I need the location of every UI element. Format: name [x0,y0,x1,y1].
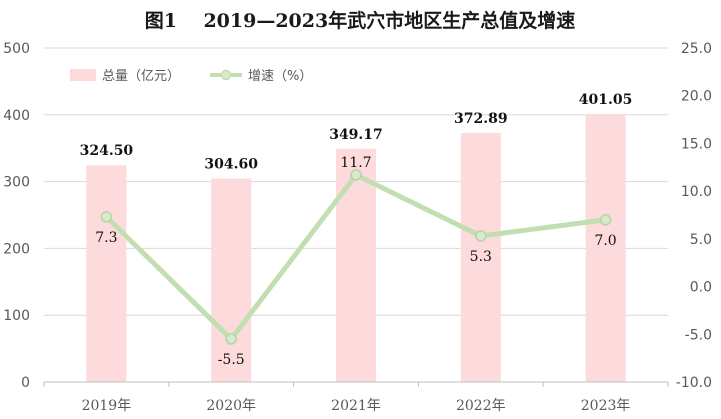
y-right-tick-label: -10.0 [676,375,712,391]
y-right-tick-label: 5.0 [690,232,712,248]
bar [336,148,376,382]
data-labels: 324.50 304.60 349.17 372.89 401.05 7.3 -5.5 11.… [80,92,633,368]
y-left-tick-label: 500 [3,41,30,57]
bar [585,114,626,382]
chart-title: 图1 2019—2023年武穴市地区生产总值及增速 [145,9,575,32]
legend-bar-swatch [70,69,96,81]
bar-value-label: 349.17 [329,127,383,143]
y-right-tick-label: 0.0 [690,280,712,296]
axes: 0 100 200 300 400 500 -10.0 -5.0 0.0 5.0 10.0 15.0 2… [3,41,712,414]
line-point [599,214,612,226]
line-value-label: 11.7 [340,155,371,171]
line-value-label: 7.3 [95,230,117,246]
x-tick-label: 2020年 [206,398,256,414]
y-left-tick-label: 0 [21,375,30,391]
bar [211,178,252,382]
bar-value-label: 304.60 [204,157,258,173]
legend: 总量（亿元） 增速（%） [70,69,312,84]
legend-line-label: 增速（%） [248,69,312,84]
line-series [100,169,612,345]
y-right-tick-label: 20.0 [681,89,712,105]
line-point [475,230,487,242]
line-point [225,333,237,345]
y-right-tick-label: -5.0 [685,327,712,343]
line-point [350,169,362,181]
bar-value-label: 401.05 [579,92,633,108]
y-left-tick-label: 100 [3,308,30,324]
x-tick-label: 2023年 [581,398,631,414]
y-left-tick-label: 200 [3,241,30,257]
bar-value-label: 372.89 [454,111,508,127]
x-tick-label: 2019年 [82,398,132,414]
y-left-tick-label: 400 [3,108,30,124]
x-tick-label: 2021年 [331,398,381,414]
bar [460,132,501,382]
line-value-label: 5.3 [470,249,492,265]
x-tick-label: 2022年 [456,398,506,414]
legend-bar-label: 总量（亿元） [102,69,180,84]
y-right-tick-label: 15.0 [681,136,712,152]
y-left-tick-label: 300 [3,175,30,191]
line-value-label: 7.0 [594,233,616,249]
bar [86,165,127,382]
y-right-tick-label: 10.0 [681,184,712,200]
line-value-label: -5.5 [218,352,245,368]
y-right-tick-label: 25.0 [681,41,712,57]
bar-series [86,114,626,382]
line-point [100,211,113,223]
legend-line-marker [220,69,232,81]
bar-value-label: 324.50 [80,143,134,159]
